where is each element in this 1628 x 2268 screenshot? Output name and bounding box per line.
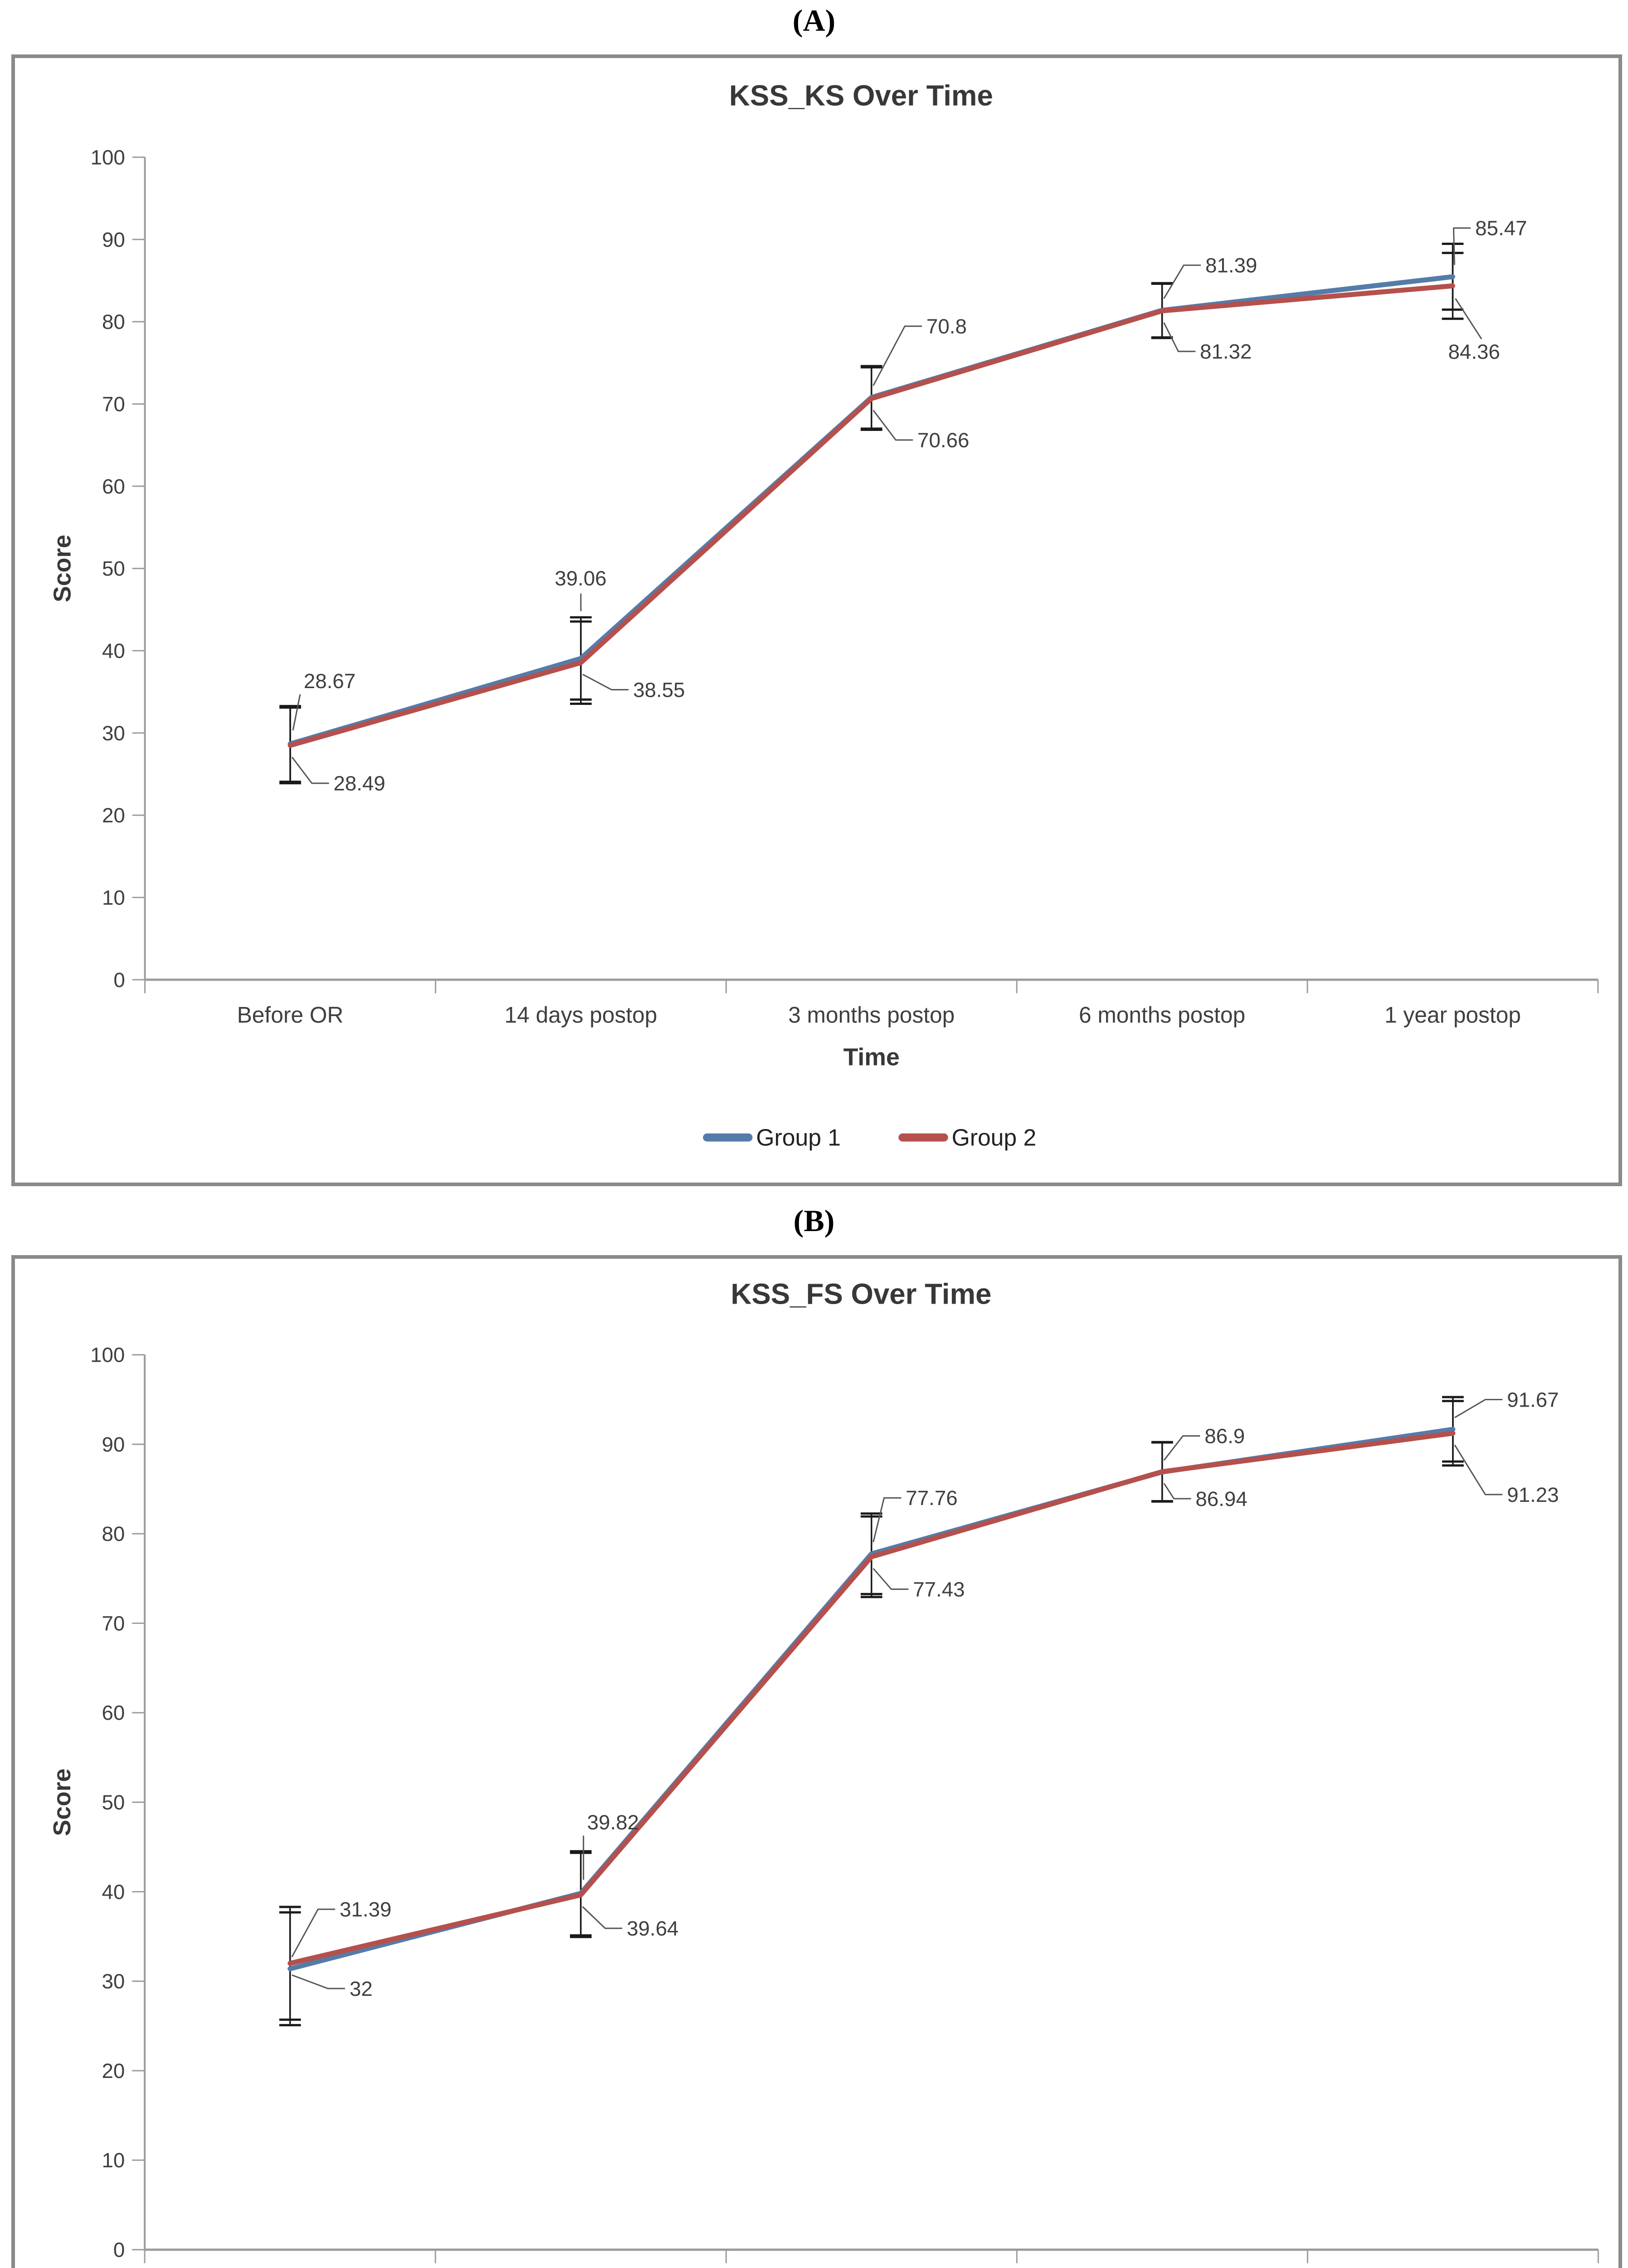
y-tick-label: 90 [102,1433,125,1456]
label-leader-line [1453,227,1471,265]
y-tick-label: 20 [102,804,125,827]
label-leader-line [291,1908,336,1958]
data-label: 81.32 [1200,340,1252,363]
data-label: 31.39 [340,1898,391,1921]
data-label: 86.94 [1195,1487,1247,1510]
label-leader-line [1454,1398,1503,1418]
data-label: 70.8 [926,315,967,338]
chart-panel-a: KSS_KS Over Time 0 10 20 30 40 50 60 70 80 90 100 Be… [11,54,1622,1186]
y-tick-label: 0 [113,968,125,992]
chart-title: KSS_KS Over Time [729,79,993,112]
data-labels: 31.39 39.82 77.76 86.9 91.67 32 39.64 77.43 86.9… [291,1388,1559,2000]
series-line-group-1 [288,274,1455,747]
y-tick-label: 90 [102,228,125,251]
y-tick-label: 70 [102,392,125,415]
data-label: 39.64 [627,1917,678,1940]
label-leader-line [1454,1444,1503,1496]
y-tick-label: 100 [90,1344,125,1367]
data-label: 81.39 [1205,254,1257,277]
series-line-group-2 [288,283,1455,748]
label-leader-line [292,1974,345,1989]
chart-svg: KSS_KS Over Time 0 10 20 30 40 50 60 70 80 90 100 Be… [49,79,1599,1151]
data-label: 28.49 [333,772,385,795]
x-category-label: 3 months postop [788,1002,955,1027]
y-axis: 0 10 20 30 40 50 60 70 80 90 100 [90,1344,146,2261]
data-label: 91.67 [1507,1388,1559,1411]
panel-label-b: (B) [793,1203,835,1238]
data-label: 91.23 [1507,1483,1559,1506]
data-label: 70.66 [917,429,969,452]
label-leader-line [872,1497,902,1542]
chart-svg: KSS_FS Over Time 0 10 20 30 40 50 60 70 80 90 100 Be… [49,1278,1599,2263]
chart-panel-b: KSS_FS Over Time 0 10 20 30 40 50 60 70 80 90 100 Be… [11,1255,1622,2268]
y-tick-label: 50 [102,557,125,580]
y-tick-label: 40 [102,1880,125,1903]
label-leader-line [872,1568,909,1590]
data-labels: 28.67 39.06 70.8 81.39 85.47 28.49 38.55 70.66 8… [291,217,1527,795]
y-tick-label: 80 [102,1522,125,1545]
label-leader-line [872,410,913,441]
data-label: 77.76 [906,1486,957,1510]
x-category-label: 14 days postop [504,1002,657,1027]
series-line-group-1 [288,1427,1456,1971]
label-leader-line [1163,1483,1191,1500]
y-tick-label: 60 [102,1701,125,1725]
label-leader-line [291,757,329,784]
x-category-label: Before OR [237,1002,344,1027]
label-leader-line [1163,322,1196,352]
y-axis-title: Score [49,535,76,602]
data-label: 38.55 [633,678,685,701]
y-tick-label: 10 [102,2149,125,2172]
label-leader-line [1163,264,1201,299]
data-label: 77.43 [913,1578,965,1601]
label-leader-line [582,674,629,690]
y-tick-label: 50 [102,1791,125,1814]
y-tick-label: 80 [102,310,125,333]
label-leader-line [1163,1435,1200,1461]
y-tick-label: 0 [113,2238,125,2261]
label-leader-line [872,325,922,386]
data-label: 84.36 [1448,340,1500,363]
y-tick-label: 30 [102,722,125,745]
x-category-label: 1 year postop [1384,1002,1521,1027]
x-axis-title: Time [843,1044,900,1071]
label-leader-line [292,694,301,731]
y-tick-label: 40 [102,639,125,662]
data-label: 39.82 [587,1811,639,1834]
y-tick-label: 10 [102,886,125,909]
legend-swatch-group-2 [898,1133,948,1142]
data-label: 85.47 [1475,217,1527,240]
legend-label-group-1: Group 1 [756,1124,841,1151]
x-axis: Before OR 14 days postop 3 months postop 6 … [144,978,1599,1027]
legend-swatch-group-1 [703,1133,753,1142]
data-label: 86.9 [1204,1425,1245,1448]
label-leader-line [1455,298,1482,340]
data-label: 28.67 [304,670,356,693]
y-axis-title: Score [49,1769,76,1836]
chart-title: KSS_FS Over Time [731,1278,991,1310]
error-bars [279,243,1464,785]
y-tick-label: 100 [91,146,125,169]
data-label: 39.06 [555,567,606,590]
panel-label-a: (A) [792,3,836,38]
y-tick-label: 60 [102,475,125,498]
y-tick-label: 20 [102,2059,125,2082]
data-label: 32 [350,1977,373,2000]
error-bars [279,1396,1464,2027]
x-category-label: 6 months postop [1079,1002,1245,1027]
y-tick-label: 30 [102,1970,125,1993]
series-line-group-2 [288,1431,1456,1966]
legend-label-group-2: Group 2 [952,1124,1037,1151]
y-tick-label: 70 [102,1612,125,1635]
legend: Group 1 Group 2 [703,1124,1036,1151]
label-leader-line [582,1906,623,1929]
y-axis: 0 10 20 30 40 50 60 70 80 90 100 [91,146,146,992]
